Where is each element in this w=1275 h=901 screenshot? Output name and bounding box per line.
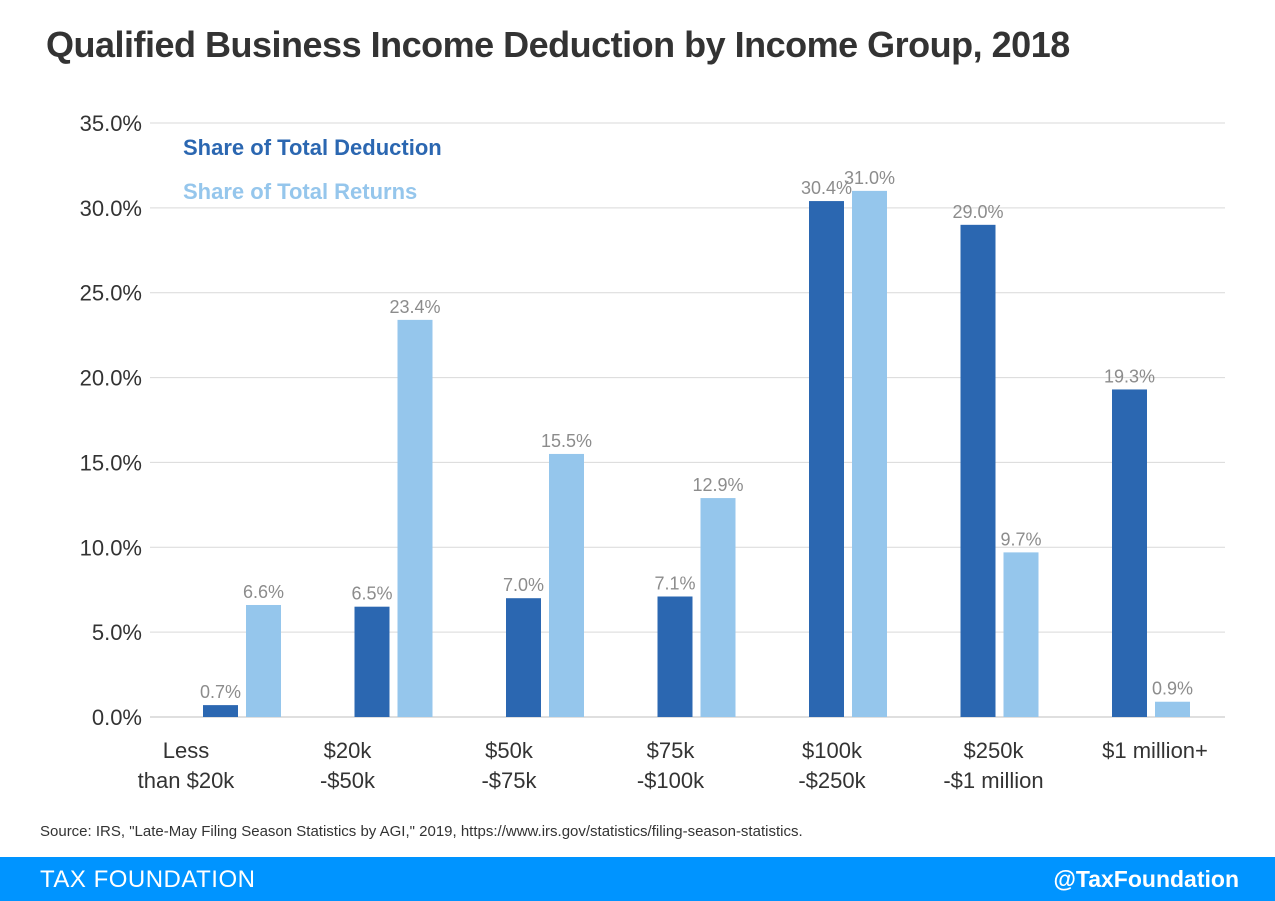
x-tick-label: -$75k: [481, 768, 537, 793]
x-tick-label: -$100k: [637, 768, 705, 793]
x-tick-label: -$1 million: [943, 768, 1043, 793]
y-tick-label: 0.0%: [92, 705, 142, 730]
x-tick-label: $100k: [802, 738, 863, 763]
data-label: 6.5%: [351, 584, 392, 604]
x-tick-label: $250k: [964, 738, 1025, 763]
data-label: 15.5%: [541, 431, 592, 451]
chart-title: Qualified Business Income Deduction by I…: [46, 24, 1070, 65]
y-tick-label: 30.0%: [80, 196, 142, 221]
x-tick-label: Less: [163, 738, 209, 763]
y-tick-label: 10.0%: [80, 535, 142, 560]
bar-deduction: [354, 606, 390, 717]
bar-deduction: [506, 598, 541, 717]
x-tick-label: $75k: [647, 738, 696, 763]
data-label: 19.3%: [1104, 366, 1155, 386]
x-tick-label: -$250k: [798, 768, 866, 793]
bar-returns: [1155, 701, 1190, 717]
data-label: 7.1%: [654, 574, 695, 594]
legend-entry: Share of Total Deduction: [183, 135, 442, 160]
data-label: 0.7%: [200, 682, 241, 702]
bar-deduction: [809, 201, 844, 717]
data-label: 12.9%: [692, 475, 743, 495]
bar-deduction: [960, 224, 996, 718]
data-label: 23.4%: [389, 297, 440, 317]
data-label: 7.0%: [503, 575, 544, 595]
bar-returns: [700, 498, 736, 717]
bar-returns: [246, 604, 281, 717]
data-label: 30.4%: [801, 178, 852, 198]
legend-entry: Share of Total Returns: [183, 179, 417, 204]
footer-bar: TAX FOUNDATION @TaxFoundation: [0, 857, 1275, 901]
data-label: 6.6%: [243, 582, 284, 602]
bar-deduction: [1112, 389, 1147, 717]
y-tick-label: 25.0%: [80, 281, 142, 306]
source-note: Source: IRS, "Late-May Filing Season Sta…: [40, 823, 803, 840]
data-label: 29.0%: [952, 202, 1003, 222]
y-tick-label: 15.0%: [80, 450, 142, 475]
x-tick-label: -$50k: [320, 768, 376, 793]
bar-returns: [852, 190, 887, 717]
y-tick-label: 5.0%: [92, 620, 142, 645]
bar-returns: [1003, 552, 1039, 717]
bar-returns: [397, 319, 433, 717]
data-label: 9.7%: [1000, 529, 1041, 549]
x-tick-label: $1 million+: [1102, 738, 1208, 763]
brand-name: TAX FOUNDATION: [40, 866, 256, 893]
bar-deduction: [203, 705, 238, 717]
y-tick-label: 35.0%: [80, 111, 142, 136]
twitter-handle[interactable]: @TaxFoundation: [1053, 866, 1239, 892]
data-label: 31.0%: [844, 168, 895, 188]
x-tick-label: $50k: [485, 738, 534, 763]
x-tick-label: $20k: [324, 738, 373, 763]
bar-returns: [549, 453, 584, 717]
bar-chart: 0.0% 5.0% 10.0% 15.0% 20.0% 25.0% 30.0% 35.0% 0.…: [80, 111, 1225, 793]
x-tick-label: than $20k: [138, 768, 236, 793]
bar-deduction: [657, 596, 693, 717]
y-tick-label: 20.0%: [80, 366, 142, 391]
data-label: 0.9%: [1152, 679, 1193, 699]
